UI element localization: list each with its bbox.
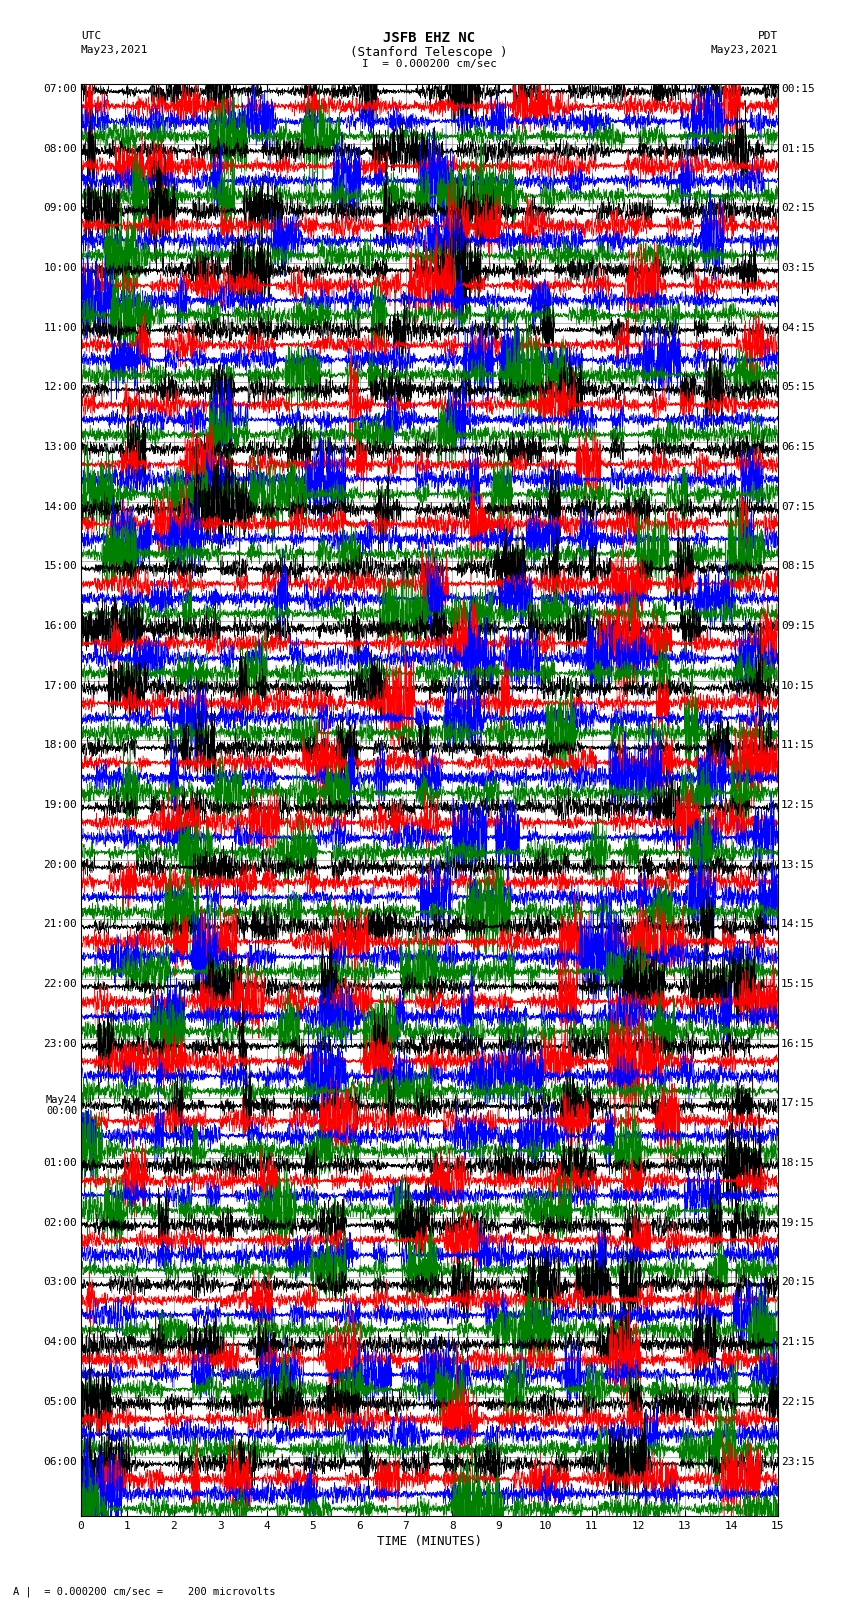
Text: 10:00: 10:00 [43, 263, 77, 273]
Text: A |  = 0.000200 cm/sec =    200 microvolts: A | = 0.000200 cm/sec = 200 microvolts [13, 1586, 275, 1597]
Text: May23,2021: May23,2021 [711, 45, 778, 55]
Text: 11:15: 11:15 [781, 740, 815, 750]
Text: (Stanford Telescope ): (Stanford Telescope ) [350, 45, 508, 60]
Text: 04:00: 04:00 [43, 1337, 77, 1347]
Text: 14:15: 14:15 [781, 919, 815, 929]
Text: 19:00: 19:00 [43, 800, 77, 810]
Text: 10:15: 10:15 [781, 681, 815, 690]
Text: 04:15: 04:15 [781, 323, 815, 332]
Text: 18:00: 18:00 [43, 740, 77, 750]
Text: 08:15: 08:15 [781, 561, 815, 571]
Text: 21:00: 21:00 [43, 919, 77, 929]
X-axis label: TIME (MINUTES): TIME (MINUTES) [377, 1536, 482, 1548]
Text: 11:00: 11:00 [43, 323, 77, 332]
Text: 20:15: 20:15 [781, 1277, 815, 1287]
Text: 15:00: 15:00 [43, 561, 77, 571]
Text: 16:00: 16:00 [43, 621, 77, 631]
Text: 09:00: 09:00 [43, 203, 77, 213]
Text: 02:15: 02:15 [781, 203, 815, 213]
Text: 03:00: 03:00 [43, 1277, 77, 1287]
Text: 13:00: 13:00 [43, 442, 77, 452]
Text: 03:15: 03:15 [781, 263, 815, 273]
Text: 05:00: 05:00 [43, 1397, 77, 1407]
Text: 08:00: 08:00 [43, 144, 77, 153]
Text: 05:15: 05:15 [781, 382, 815, 392]
Text: May24
00:00: May24 00:00 [46, 1095, 77, 1116]
Text: 19:15: 19:15 [781, 1218, 815, 1227]
Text: 17:15: 17:15 [781, 1098, 815, 1108]
Text: 14:00: 14:00 [43, 502, 77, 511]
Text: 15:15: 15:15 [781, 979, 815, 989]
Text: PDT: PDT [757, 31, 778, 42]
Text: 12:15: 12:15 [781, 800, 815, 810]
Text: 00:15: 00:15 [781, 84, 815, 94]
Text: 09:15: 09:15 [781, 621, 815, 631]
Text: 16:15: 16:15 [781, 1039, 815, 1048]
Text: 22:15: 22:15 [781, 1397, 815, 1407]
Text: 17:00: 17:00 [43, 681, 77, 690]
Text: I  = 0.000200 cm/sec: I = 0.000200 cm/sec [362, 58, 496, 69]
Text: 07:00: 07:00 [43, 84, 77, 94]
Text: 22:00: 22:00 [43, 979, 77, 989]
Text: 12:00: 12:00 [43, 382, 77, 392]
Text: 06:15: 06:15 [781, 442, 815, 452]
Text: May23,2021: May23,2021 [81, 45, 148, 55]
Text: 20:00: 20:00 [43, 860, 77, 869]
Text: 13:15: 13:15 [781, 860, 815, 869]
Text: 06:00: 06:00 [43, 1457, 77, 1466]
Text: 18:15: 18:15 [781, 1158, 815, 1168]
Text: 02:00: 02:00 [43, 1218, 77, 1227]
Text: JSFB EHZ NC: JSFB EHZ NC [383, 31, 475, 45]
Text: 23:00: 23:00 [43, 1039, 77, 1048]
Text: 01:00: 01:00 [43, 1158, 77, 1168]
Text: 23:15: 23:15 [781, 1457, 815, 1466]
Text: 01:15: 01:15 [781, 144, 815, 153]
Text: 21:15: 21:15 [781, 1337, 815, 1347]
Text: UTC: UTC [81, 31, 101, 42]
Text: 07:15: 07:15 [781, 502, 815, 511]
